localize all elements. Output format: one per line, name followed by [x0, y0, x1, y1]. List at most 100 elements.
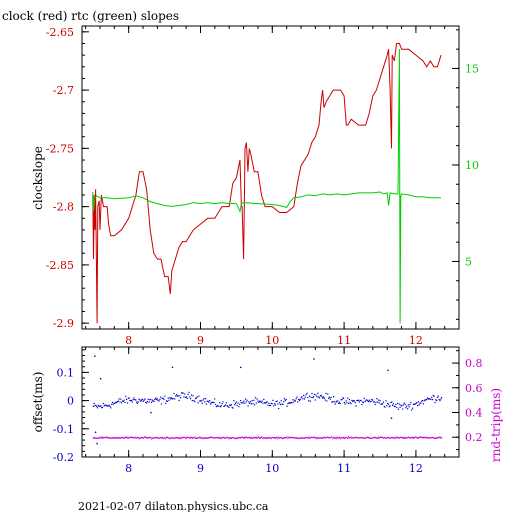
point-rnd-trip: [347, 437, 349, 439]
bottom-x-axis: 8 9 10 11 12: [85, 347, 460, 475]
point-rnd-trip: [127, 437, 129, 439]
point-offset: [374, 403, 376, 405]
point-offset: [247, 405, 249, 407]
point-offset: [186, 397, 188, 399]
point-rnd-trip: [190, 436, 193, 438]
point-offset: [273, 405, 275, 407]
point-offset: [371, 398, 373, 401]
point-rnd-trip: [190, 436, 192, 439]
top-right-axis: 5 10 15: [452, 29, 479, 320]
top-x-tick-label: 9: [197, 334, 204, 347]
point-offset: [281, 403, 283, 405]
point-offset: [276, 400, 278, 402]
point-offset: [303, 394, 305, 396]
point-rnd-trip: [241, 436, 243, 438]
point-offset: [215, 406, 217, 408]
point-rnd-trip: [440, 437, 442, 439]
point-offset: [361, 404, 363, 406]
point-offset: [115, 401, 117, 403]
point-rnd-trip: [179, 438, 181, 440]
point-rnd-trip: [370, 437, 372, 439]
point-rnd-trip: [170, 437, 172, 439]
point-offset: [142, 400, 144, 402]
point-rnd-trip: [199, 436, 201, 438]
point-offset: [323, 396, 325, 398]
point-rnd-trip: [219, 436, 221, 438]
point-offset: [101, 407, 103, 409]
point-offset: [266, 401, 268, 403]
point-rnd-trip: [250, 436, 252, 439]
point-rnd-trip: [107, 437, 109, 439]
point-offset: [376, 398, 378, 400]
point-rnd-trip: [308, 436, 310, 438]
point-offset: [335, 401, 337, 403]
point-offset: [295, 398, 297, 400]
top-left-tick-label: -2.65: [46, 26, 74, 39]
point-rnd-trip: [354, 437, 356, 439]
point-offset: [196, 396, 198, 398]
point-offset: [312, 397, 314, 399]
bottom-x-tick-label: 12: [409, 462, 423, 475]
point-rnd-trip: [218, 437, 220, 439]
point-offset: [119, 401, 121, 403]
point-rnd-trip: [438, 436, 440, 439]
point-rnd-trip: [121, 436, 124, 439]
point-rnd-trip: [126, 436, 128, 438]
point-offset: [258, 401, 260, 403]
point-offset: [150, 398, 152, 400]
point-rnd-trip: [416, 437, 419, 439]
point-offset: [411, 409, 413, 411]
point-rnd-trip: [436, 437, 439, 439]
point-offset: [287, 403, 289, 405]
point-offset: [415, 402, 417, 404]
point-offset: [120, 398, 122, 400]
point-rnd-trip: [98, 437, 100, 439]
point-rnd-trip: [175, 437, 178, 439]
point-rnd-trip: [283, 437, 286, 439]
point-offset: [364, 400, 366, 403]
point-rnd-trip: [325, 437, 327, 439]
point-rnd-trip: [304, 437, 306, 439]
outlier-offset: [171, 366, 174, 369]
point-offset: [114, 402, 116, 404]
point-offset: [239, 403, 241, 405]
point-offset: [203, 398, 205, 400]
point-rnd-trip: [224, 437, 227, 439]
point-rnd-trip: [259, 437, 261, 439]
point-rnd-trip: [432, 437, 434, 439]
point-rnd-trip: [174, 437, 176, 439]
point-rnd-trip: [214, 437, 216, 439]
point-rnd-trip: [312, 437, 314, 439]
point-offset: [427, 398, 429, 400]
point-offset: [348, 399, 350, 401]
point-rnd-trip: [251, 437, 253, 439]
point-rnd-trip: [180, 437, 183, 439]
point-offset: [135, 399, 137, 401]
point-rnd-trip: [169, 438, 171, 440]
point-offset: [298, 399, 301, 401]
point-rnd-trip: [435, 437, 437, 439]
point-rnd-trip: [346, 436, 348, 438]
point-offset: [192, 395, 194, 397]
point-rnd-trip: [203, 437, 205, 439]
point-offset: [314, 399, 316, 401]
point-rnd-trip: [117, 436, 119, 438]
point-offset: [249, 401, 252, 403]
point-rnd-trip: [210, 436, 212, 439]
point-rnd-trip: [382, 436, 384, 438]
point-offset: [129, 399, 131, 402]
point-rnd-trip: [131, 436, 133, 439]
point-rnd-trip: [133, 437, 135, 439]
point-rnd-trip: [302, 437, 304, 439]
point-rnd-trip: [173, 437, 175, 439]
point-rnd-trip: [130, 437, 132, 439]
point-offset: [210, 403, 212, 405]
point-offset: [222, 401, 224, 403]
point-offset: [318, 396, 320, 398]
point-rnd-trip: [317, 437, 319, 440]
point-offset: [412, 407, 414, 409]
point-rnd-trip: [201, 437, 203, 439]
point-offset: [305, 394, 307, 396]
point-rnd-trip: [310, 436, 312, 438]
point-offset: [353, 400, 355, 402]
